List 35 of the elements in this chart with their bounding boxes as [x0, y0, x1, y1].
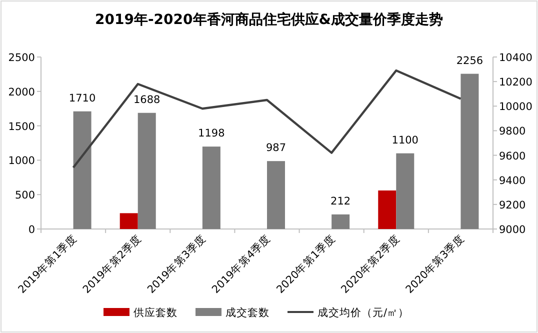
data-label: 2256: [456, 54, 484, 67]
bar: [460, 74, 479, 229]
legend-label: 成交套数: [226, 306, 270, 319]
bar: [138, 112, 156, 229]
data-label: 1198: [198, 128, 225, 140]
y2-tick-label: 9400: [499, 174, 526, 187]
bar: [202, 146, 220, 229]
bar: [396, 153, 414, 229]
bar: [73, 111, 92, 229]
bar: [332, 214, 350, 229]
bar: [378, 190, 396, 229]
data-label: 212: [330, 195, 351, 208]
y2-tick-label: 9000: [499, 224, 526, 236]
line-series: [72, 69, 462, 169]
legend-label: 成交均价（元/㎡）: [318, 306, 410, 319]
legend-label: 供应套数: [134, 306, 178, 319]
y-tick-label: 2000: [8, 86, 35, 98]
y-tick-label: 2500: [8, 52, 35, 64]
data-label: 1100: [392, 134, 419, 146]
y-tick-label: 1500: [8, 120, 35, 133]
y-tick-label: 1000: [8, 155, 35, 168]
y-tick-label: 500: [14, 190, 35, 202]
data-label: 1710: [68, 92, 96, 104]
data-label: 1688: [133, 94, 160, 106]
y2-tick-label: 10400: [499, 52, 532, 64]
y2-tick-label: 9800: [499, 126, 526, 138]
bar: [120, 213, 138, 229]
y2-tick-label: 10200: [499, 76, 532, 89]
chart-title: 2019年-2020年香河商品住宅供应&成交量价季度走势: [95, 11, 443, 28]
data-label: 987: [266, 142, 286, 154]
y2-tick-label: 9600: [499, 150, 526, 162]
y2-tick-label: 10000: [499, 101, 532, 114]
y-tick-label: 0: [28, 224, 35, 236]
bar: [267, 161, 285, 229]
y2-tick-label: 9200: [499, 199, 526, 212]
